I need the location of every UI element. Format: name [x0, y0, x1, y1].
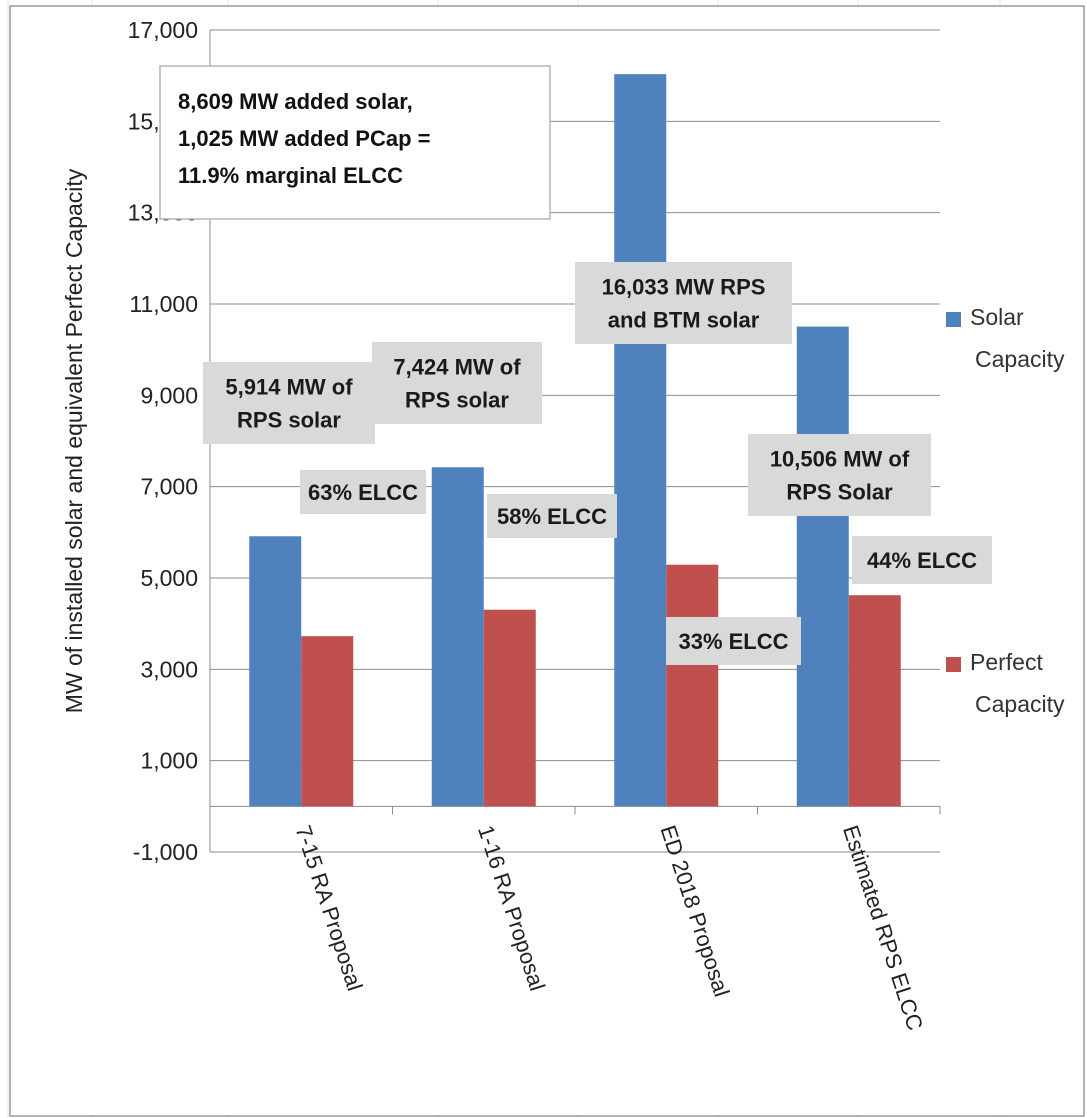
annotation-label: 10,506 MW of RPS Solar	[748, 434, 931, 516]
annotation-box	[203, 362, 375, 444]
legend-label: Capacity	[975, 691, 1065, 717]
y-axis-label: MW of installed solar and equivalent Per…	[61, 168, 87, 713]
annotation-label: 7,424 MW of RPS solar	[372, 342, 542, 424]
y-tick-label: 5,000	[140, 565, 198, 591]
y-tick-label: 17,000	[128, 17, 198, 43]
annotation-text: RPS solar	[237, 408, 341, 433]
annotation-label: 44% ELCC	[852, 536, 992, 584]
annotation-box	[852, 536, 992, 584]
annotation-text: 58% ELCC	[497, 504, 607, 529]
marginal-elcc-callout: 8,609 MW added solar, 1,025 MW added PCap…	[159, 65, 551, 220]
bar-solar-1	[431, 467, 484, 807]
annotation-text: RPS Solar	[786, 480, 893, 505]
annotation-text: 44% ELCC	[867, 548, 977, 573]
annotation-label: 16,033 MW RPS and BTM solar	[575, 262, 792, 344]
annotation-box	[372, 342, 542, 424]
legend-label: Capacity	[975, 346, 1065, 372]
annotation-text: 63% ELCC	[308, 480, 418, 505]
callout-text: 11.9% marginal ELCC	[178, 163, 403, 188]
annotation-text: RPS solar	[405, 388, 509, 413]
callout-text: 8,609 MW added solar,	[178, 89, 413, 114]
annotation-label: 5,914 MW of RPS solar	[203, 362, 375, 444]
bar-perfect-1	[483, 609, 536, 807]
legend: Solar Capacity Perfect Capacity	[946, 304, 1065, 717]
bar-perfect-3	[848, 595, 901, 807]
y-tick-label: 7,000	[140, 474, 198, 500]
annotation-label: 33% ELCC	[666, 617, 801, 665]
legend-label: Solar	[970, 304, 1024, 330]
y-tick-label: 3,000	[140, 656, 198, 682]
legend-swatch	[946, 657, 961, 672]
annotation-box	[487, 494, 617, 538]
annotation-text: 33% ELCC	[678, 629, 788, 654]
annotation-label: 58% ELCC	[487, 494, 617, 538]
annotation-text: 5,914 MW of	[225, 375, 353, 400]
y-tick-label: 11,000	[129, 291, 198, 317]
legend-label: Perfect	[970, 649, 1043, 675]
annotation-text: 10,506 MW of	[770, 447, 910, 472]
bars	[249, 74, 901, 807]
annotation-box	[748, 434, 931, 516]
legend-swatch	[946, 312, 961, 327]
bar-perfect-0	[301, 636, 354, 807]
bar-solar-3	[796, 326, 849, 807]
annotation-label: 63% ELCC	[300, 470, 426, 514]
annotation-box	[300, 470, 426, 514]
annotation-text: 7,424 MW of	[393, 355, 521, 380]
bar-solar-2	[614, 74, 667, 807]
y-tick-label: -1,000	[133, 839, 198, 865]
annotation-box	[575, 262, 792, 344]
annotation-box	[666, 617, 801, 665]
annotation-text: 16,033 MW RPS	[602, 275, 766, 300]
annotation-text: and BTM solar	[608, 308, 760, 333]
data-annotations: 5,914 MW of RPS solar 63% ELCC 7,424 MW of R…	[203, 262, 992, 665]
y-tick-label: 1,000	[140, 748, 198, 774]
callout-box	[159, 65, 551, 220]
bar-solar-0	[249, 536, 302, 807]
bar-perfect-2	[666, 564, 719, 807]
callout-text: 1,025 MW added PCap =	[178, 126, 430, 151]
y-tick-label: 9,000	[140, 382, 198, 408]
